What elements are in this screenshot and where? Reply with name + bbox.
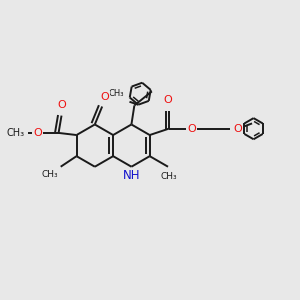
Text: O: O	[163, 95, 172, 106]
Text: O: O	[33, 128, 42, 138]
Text: O: O	[57, 100, 66, 110]
Text: CH₃: CH₃	[41, 170, 58, 179]
Text: CH₃: CH₃	[108, 89, 124, 98]
Text: NH: NH	[123, 169, 140, 182]
Text: O: O	[188, 124, 196, 134]
Text: O: O	[100, 92, 109, 102]
Text: CH₃: CH₃	[160, 172, 177, 181]
Text: CH₃: CH₃	[7, 128, 25, 138]
Text: O: O	[233, 124, 242, 134]
